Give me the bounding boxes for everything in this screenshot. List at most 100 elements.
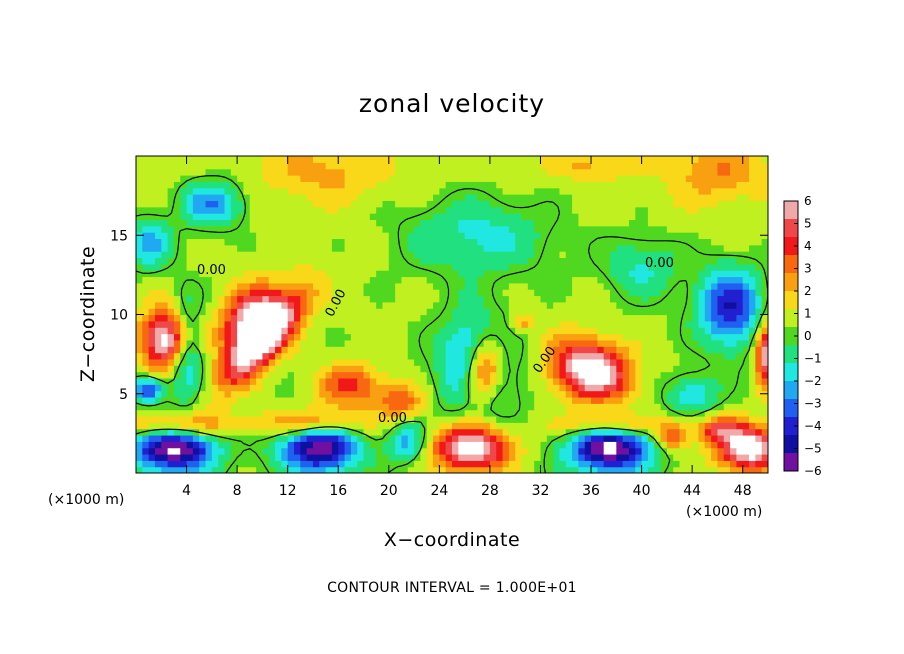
field-cell (470, 428, 478, 436)
field-cell (388, 409, 396, 417)
field-cell (211, 301, 219, 309)
field-cell (603, 466, 611, 473)
field-cell (161, 447, 169, 455)
field-cell (635, 390, 643, 398)
field-cell (502, 244, 510, 252)
field-cell (730, 181, 737, 189)
field-cell (742, 156, 750, 163)
field-cell (294, 263, 301, 271)
field-cell (426, 251, 434, 259)
field-cell (540, 289, 548, 297)
field-cell (205, 206, 213, 214)
field-cell (395, 403, 403, 411)
field-cell (338, 308, 346, 316)
field-cell (660, 282, 668, 290)
field-cell (711, 276, 719, 284)
field-cell (559, 441, 567, 449)
field-cell (622, 301, 630, 309)
field-cell (591, 276, 598, 284)
field-cell (616, 251, 624, 259)
field-cell (173, 390, 181, 398)
field-cell (610, 447, 617, 455)
field-cell (357, 390, 365, 398)
field-cell (603, 289, 611, 297)
field-cell (546, 225, 554, 233)
field-cell (161, 181, 169, 189)
field-cell (540, 409, 548, 417)
field-cell (344, 289, 352, 297)
field-cell (294, 352, 301, 360)
field-cell (660, 371, 668, 379)
field-cell (534, 453, 542, 461)
field-cell (584, 156, 592, 163)
field-cell (641, 181, 649, 189)
field-cell (489, 225, 497, 233)
field-cell (673, 187, 681, 195)
field-cell (534, 320, 542, 328)
field-cell (603, 333, 611, 341)
field-cell (584, 181, 592, 189)
field-cell (622, 251, 630, 259)
field-cell (148, 301, 156, 309)
field-cell (294, 365, 301, 373)
field-cell (205, 175, 213, 182)
field-cell (192, 270, 200, 278)
field-cell (685, 339, 693, 347)
field-cell (742, 346, 750, 354)
field-cell (445, 466, 453, 473)
field-cell (591, 320, 598, 328)
field-cell (357, 320, 365, 328)
field-cell (591, 156, 598, 163)
field-cell (363, 282, 371, 290)
field-cell (363, 333, 371, 341)
field-cell (717, 333, 725, 341)
field-cell (496, 377, 504, 385)
field-cell (591, 232, 598, 240)
field-cell (319, 384, 327, 392)
field-cell (192, 200, 200, 208)
field-cell (654, 251, 662, 259)
field-cell (167, 396, 175, 404)
field-cell (622, 358, 630, 366)
field-cell (167, 422, 175, 430)
field-cell (597, 396, 605, 404)
field-cell (167, 352, 175, 360)
field-cell (224, 263, 232, 271)
field-cell (287, 441, 295, 449)
field-cell (464, 181, 472, 189)
field-cell (679, 314, 687, 322)
field-cell (692, 225, 700, 233)
field-cell (641, 447, 649, 455)
field-cell (654, 422, 662, 430)
field-cell (382, 270, 390, 278)
field-cell (154, 320, 162, 328)
field-cell (591, 187, 598, 195)
field-cell (243, 371, 251, 379)
field-cell (287, 200, 295, 208)
field-cell (218, 181, 226, 189)
field-cell (527, 181, 535, 189)
field-cell (502, 415, 510, 423)
field-cell (483, 390, 491, 398)
field-cell (136, 314, 143, 322)
field-cell (603, 314, 611, 322)
field-cell (180, 206, 188, 214)
field-cell (565, 295, 573, 303)
field-cell (730, 358, 737, 366)
field-cell (470, 213, 478, 220)
field-cell (218, 213, 226, 220)
field-cell (186, 365, 194, 373)
field-cell (136, 396, 143, 404)
field-cell (553, 339, 561, 347)
field-cell (262, 415, 270, 423)
field-cell (470, 263, 478, 271)
field-cell (470, 295, 478, 303)
field-cell (300, 232, 308, 240)
field-cell (300, 447, 308, 455)
field-cell (243, 301, 251, 309)
field-cell (338, 384, 346, 392)
field-cell (173, 244, 181, 252)
field-cell (243, 447, 251, 455)
field-cell (230, 377, 238, 385)
field-cell (666, 371, 674, 379)
